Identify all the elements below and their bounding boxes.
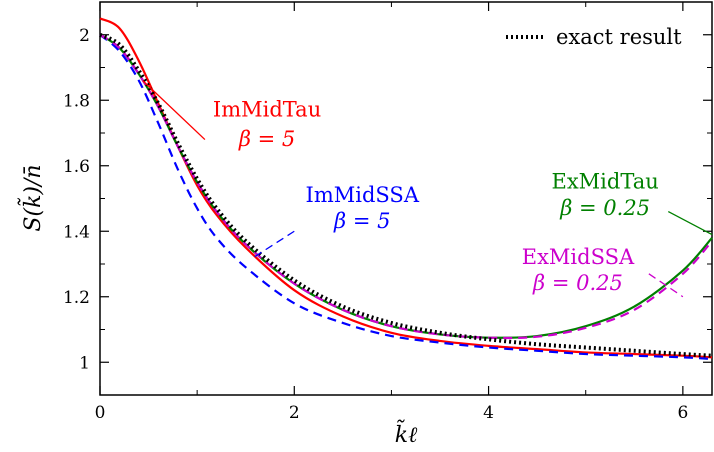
annotation-label-1: ImMidSSA [306,183,420,207]
x-tick-label-2: 4 [483,403,494,423]
annotation-label-2: ExMidTau [552,170,659,194]
legend: exact result [506,25,682,49]
y-tick-label-5: 2 [79,26,90,46]
annotation-beta-2: β = 0.25 [559,196,650,220]
annotation-beta-3: β = 0.25 [532,271,623,295]
annotation-leader-3 [648,273,684,298]
series-line-immidtau [99,17,713,359]
x-tick-label-1: 2 [289,403,300,423]
x-axis-title: k̃ℓ [395,418,418,448]
annotation-label-0: ImMidTau [213,98,321,122]
series-line-exact-result [99,32,713,358]
series-line-immidssa [99,33,713,361]
y-tick-label-4: 1.8 [63,91,90,111]
axis-ticks [99,2,712,395]
y-tick-label-1: 1.2 [63,288,90,308]
x-tick-label-0: 0 [95,403,106,423]
y-tick-label-2: 1.4 [63,222,90,242]
annotation-leader-2 [667,211,713,236]
y-axis-title: S(k̃)/n̄ [16,164,46,231]
series-lines [99,17,713,361]
series-line-exmidssa [99,33,713,340]
tick-labels: 0 2 4 6 1 1.2 1.4 1.6 1.8 2 [63,26,688,423]
annotation-label-3: ExMidSSA [522,245,635,269]
legend-label-exact-result: exact result [556,25,682,49]
annotation-leader-1 [253,230,295,258]
y-tick-label-0: 1 [79,353,90,373]
annotation-leader-0 [142,80,206,141]
annotation-beta-1: β = 5 [333,209,390,233]
annotation-beta-0: β = 5 [238,127,295,151]
x-tick-label-3: 6 [677,403,688,423]
y-tick-label-3: 1.6 [63,157,90,177]
